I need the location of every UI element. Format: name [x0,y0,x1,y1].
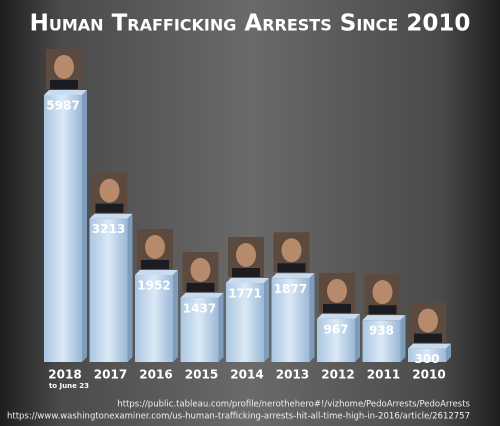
x-tick-label: 2013 [276,368,309,382]
portrait-suit [323,303,351,313]
x-tick-label: 2018 [48,368,81,382]
value-label: 967 [323,322,348,336]
bar-side [309,273,315,362]
bar-side [173,269,178,362]
bar [135,274,173,362]
portrait-suit [232,268,260,278]
bar [362,320,401,362]
bar [271,278,310,362]
portrait-suit [50,80,78,89]
x-tick-label: 2012 [321,368,354,382]
bar-top [44,90,87,95]
bar [317,318,355,362]
portrait-suit [277,263,306,273]
value-label: 5987 [46,99,79,113]
portrait-face [236,243,256,268]
bar-top [135,269,178,275]
portrait-suit [368,305,397,315]
value-label: 938 [369,324,394,338]
x-tick-label: 2011 [367,368,400,382]
portrait-face [99,178,120,203]
value-label: 3213 [92,222,125,236]
portrait-suit [95,203,124,213]
portrait-face [190,257,211,282]
bar-side [400,315,406,362]
portrait-suit [186,282,215,292]
bar-top [362,315,406,321]
source: https://www.washingtonexaminer.com/us-hu… [7,412,470,422]
x-tick-label: 2017 [94,368,127,382]
portrait-face [145,234,165,259]
x-tick-label: 2010 [412,368,445,382]
portrait-face [281,238,302,263]
bar-top [180,292,224,298]
bar-top [317,313,360,319]
bar-side [218,292,224,362]
category-note: to June 23 [49,382,89,390]
value-label: 300 [414,352,439,366]
bar [89,218,128,362]
value-label: 1877 [274,282,307,296]
bar-side [82,90,87,362]
x-tick-label: 2014 [230,368,263,382]
source: https://public.tableau.com/profile/nerot… [117,400,470,410]
portrait-suit [141,259,169,269]
x-tick-label: 2015 [185,368,218,382]
portrait-face [418,308,438,333]
value-label: 1437 [183,301,216,315]
value-label: 1952 [137,278,170,292]
value-label: 1771 [228,287,261,301]
chart-title: Human Trafficking Arrests Since 2010 [30,11,471,37]
bar [226,283,264,362]
portrait-face [327,278,347,303]
bar-top [226,278,269,284]
bar-top [89,213,133,219]
portrait-suit [414,333,442,343]
portrait-face [372,280,393,305]
bar [408,348,446,362]
bar [180,297,219,362]
bar [44,95,82,362]
portrait-face [54,55,74,79]
bar-side [264,278,269,362]
bar-top [408,343,451,349]
bar-side [127,213,133,362]
bar-side [355,313,360,362]
bar-top [271,273,315,279]
x-tick-label: 2016 [139,368,172,382]
bar-side [446,343,451,362]
